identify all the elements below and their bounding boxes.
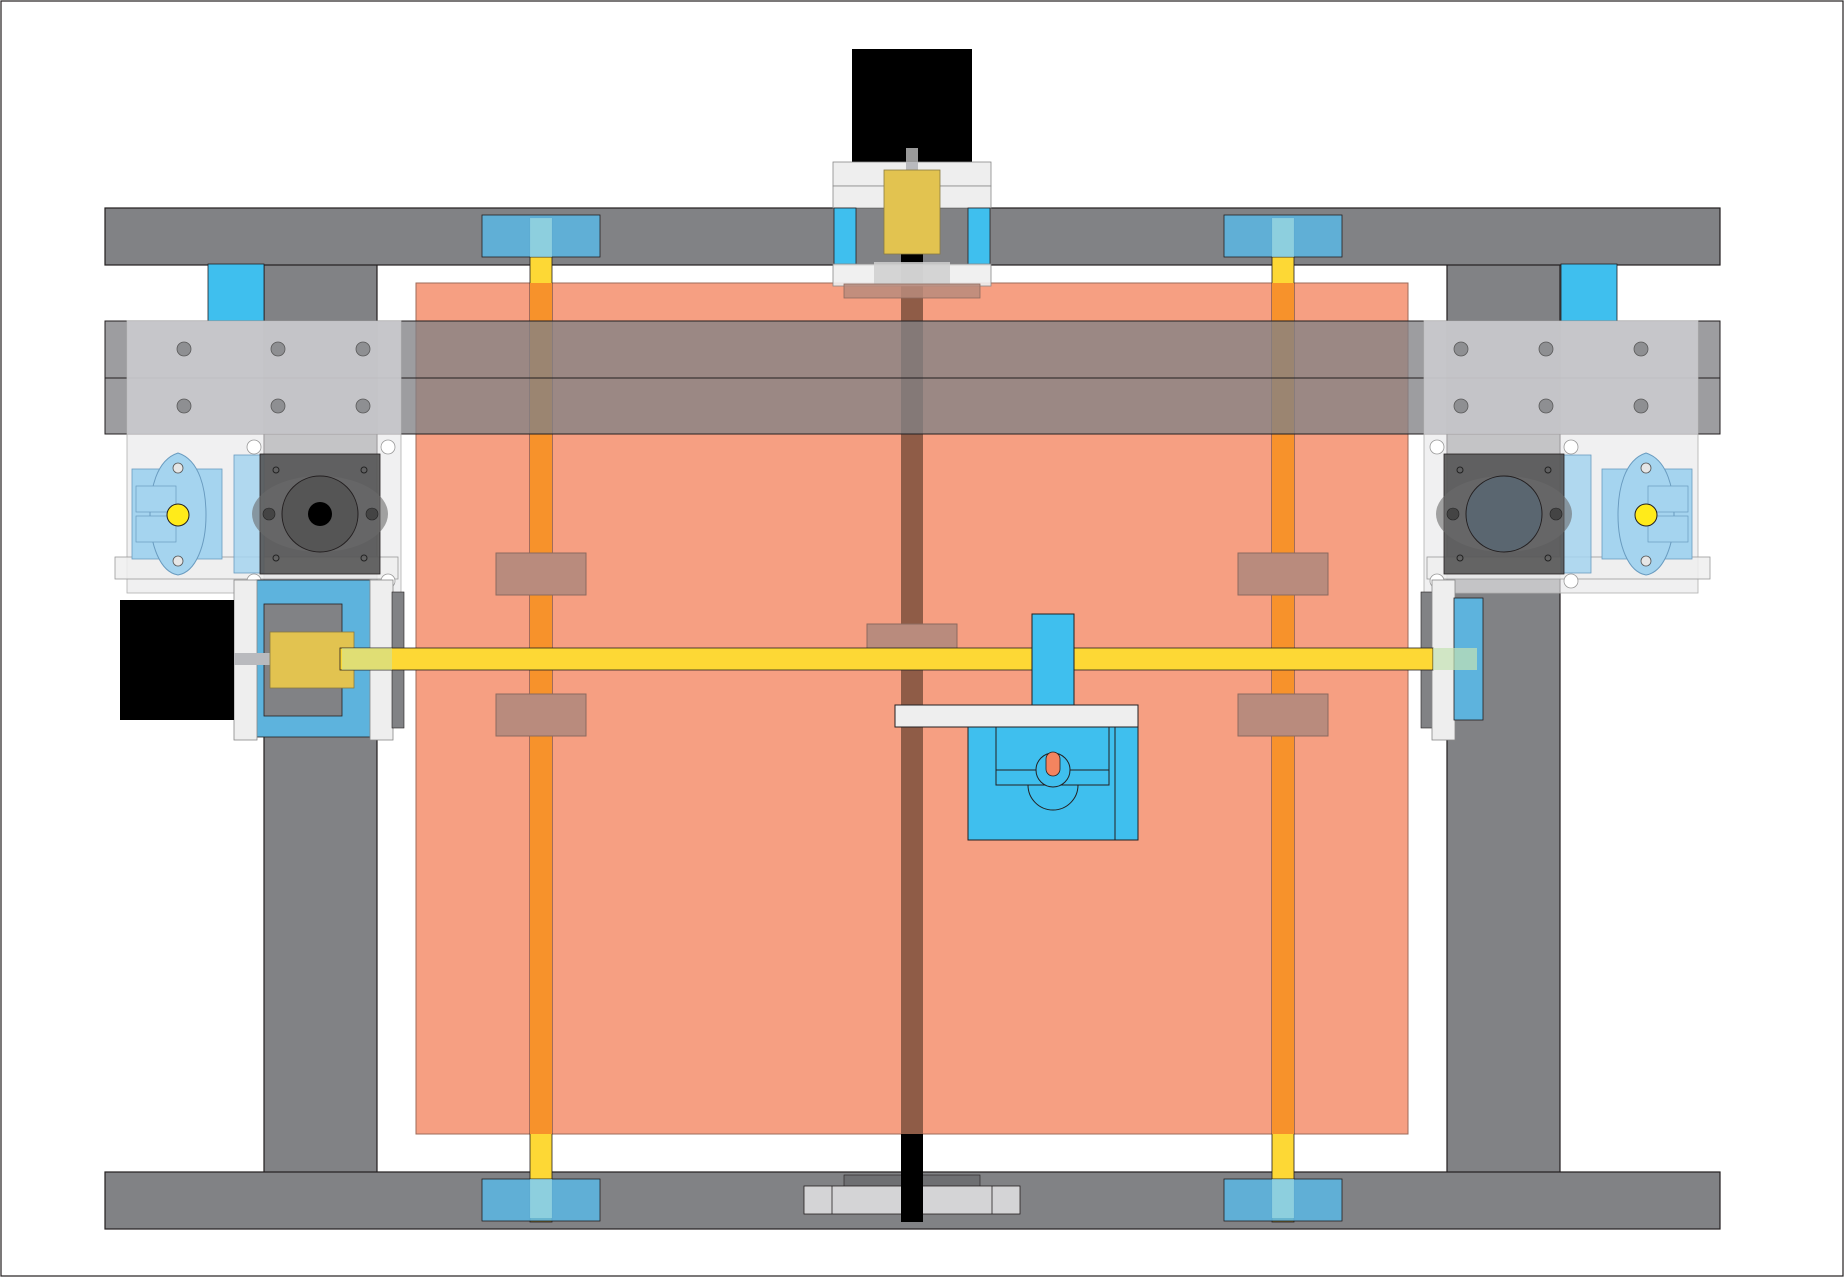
left-motor-pulley <box>252 453 388 575</box>
left-beam-clip <box>207 263 265 322</box>
left-pulley-block <box>131 452 265 576</box>
left-bushing-top <box>495 552 587 596</box>
right-motor-pulley <box>1436 453 1572 575</box>
right-plate-bolts <box>1453 341 1649 414</box>
right-bushing-bottom <box>1237 693 1329 737</box>
right-beam-clip <box>1560 263 1618 322</box>
nozzle-slot <box>1045 751 1061 777</box>
top-z-motor-assembly <box>832 49 992 299</box>
right-pulley-axle-icon <box>1634 503 1658 527</box>
left-x-stepper-motor <box>120 600 234 720</box>
bottom-z-support <box>803 1172 1021 1222</box>
x-rod <box>339 647 1434 671</box>
right-bushing-top <box>1237 552 1329 596</box>
top-stepper-motor <box>852 49 972 164</box>
left-plate-bolts <box>176 341 371 414</box>
extruder-carriage <box>894 613 1139 841</box>
left-pulley-axle-icon <box>166 503 190 527</box>
right-pulley-block <box>1560 452 1693 576</box>
left-bushing-bottom <box>495 693 587 737</box>
